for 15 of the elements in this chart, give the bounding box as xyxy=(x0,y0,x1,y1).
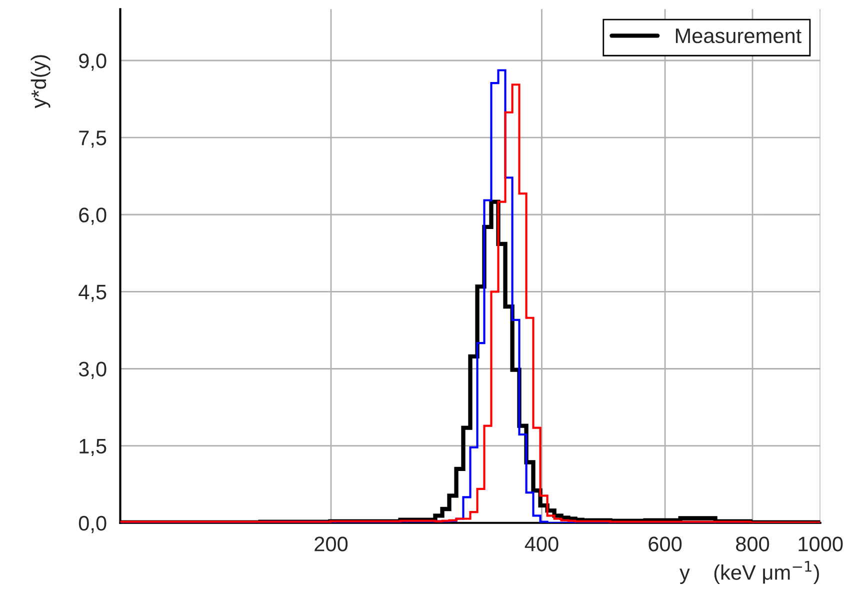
y-tick-label: 7,5 xyxy=(79,130,106,148)
y-tick-label: 6,0 xyxy=(79,208,106,225)
legend-label: Measurement xyxy=(676,28,802,44)
y-tick-label: 4,5 xyxy=(78,284,106,302)
x-tick-label: 1000 xyxy=(798,536,843,552)
x-tick-label: 200 xyxy=(314,536,348,552)
y-axis-title: y*d(y) xyxy=(30,55,50,108)
x-tick-label: 600 xyxy=(648,536,682,552)
x-axis-title: y (keV μm$^{−1}$) xyxy=(680,561,819,584)
y-tick-label: 3,0 xyxy=(78,362,106,379)
x-tick-label: 800 xyxy=(736,536,770,552)
y-tick-label: 0,0 xyxy=(78,516,106,534)
x-tick-label: 400 xyxy=(524,536,558,552)
y-tick-label: 9,0 xyxy=(79,53,106,71)
y-tick-label: 1,5 xyxy=(80,439,106,456)
